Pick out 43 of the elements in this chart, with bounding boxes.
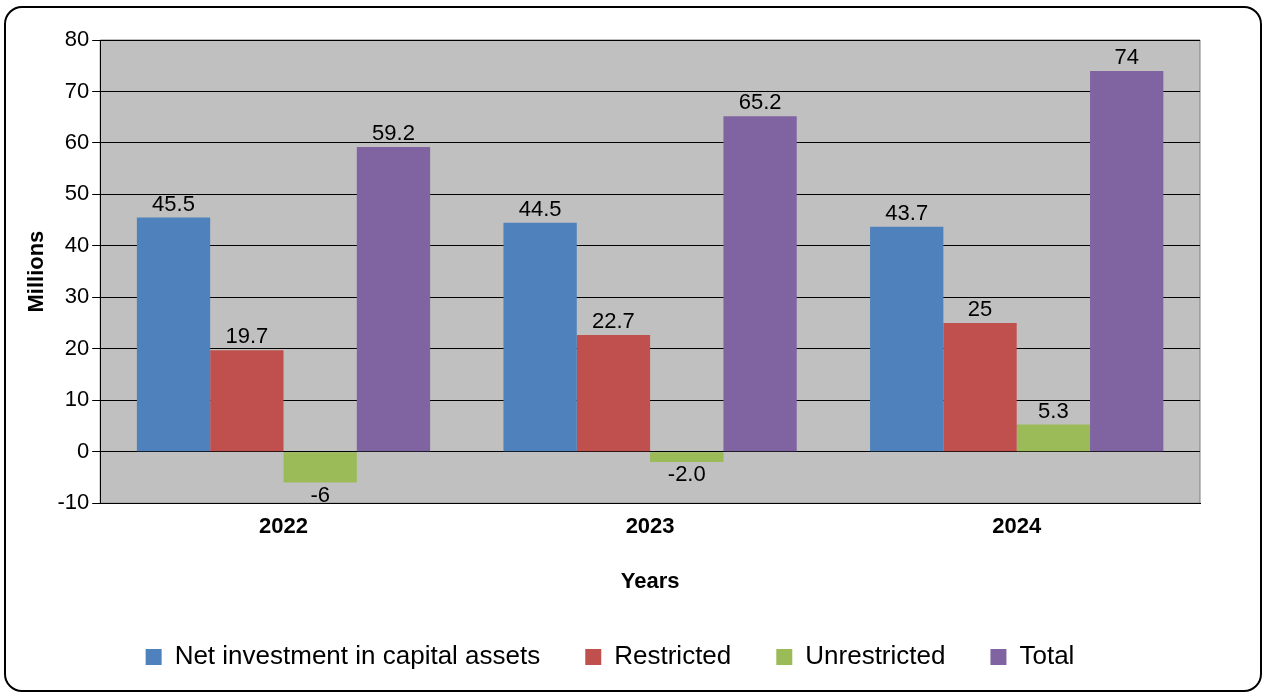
- bar: [576, 334, 651, 452]
- data-label: 43.7: [885, 199, 929, 225]
- y-tick-label: 0: [76, 437, 90, 463]
- y-tick-label: 40: [64, 231, 90, 257]
- bar: [1016, 424, 1091, 452]
- y-tick-label: 30: [64, 283, 90, 309]
- legend-label: Net investment in capital assets: [174, 640, 541, 671]
- y-axis-title: Millions: [23, 230, 49, 313]
- x-axis-title: Years: [620, 567, 680, 593]
- bar: [723, 116, 797, 452]
- x-tick-label: 2023: [625, 513, 675, 539]
- bar: [650, 452, 724, 463]
- bar: [136, 217, 211, 452]
- data-label: -2.0: [667, 461, 706, 487]
- data-label: 5.3: [1038, 397, 1069, 423]
- y-tick-label: 80: [64, 26, 90, 52]
- x-tick-label: 2024: [992, 513, 1042, 539]
- data-label: -6: [310, 481, 330, 507]
- bar: [210, 350, 284, 452]
- data-label: 19.7: [225, 323, 269, 349]
- y-tick-label: 60: [64, 129, 90, 154]
- bar: [503, 222, 577, 452]
- data-label: 45.5: [152, 190, 195, 216]
- y-tick-label: -10: [57, 489, 90, 515]
- bar: [283, 452, 357, 483]
- y-tick-label: 50: [64, 180, 90, 206]
- bar: [870, 226, 944, 452]
- legend-label: Restricted: [614, 640, 732, 671]
- y-tick-label: 70: [64, 77, 90, 103]
- data-label: 22.7: [592, 307, 635, 333]
- data-label: 59.2: [372, 120, 415, 146]
- x-tick-label: 2022: [259, 513, 308, 539]
- bar: [943, 323, 1017, 452]
- data-label: 25: [967, 296, 993, 322]
- legend-label: Total: [1019, 640, 1075, 671]
- data-label: 44.5: [518, 195, 562, 221]
- y-tick-label: 20: [64, 334, 90, 360]
- bar: [1090, 70, 1164, 452]
- data-label: 74: [1114, 43, 1139, 69]
- legend-label: Unrestricted: [805, 640, 946, 671]
- y-tick-label: 10: [64, 386, 90, 412]
- data-label: 65.2: [738, 89, 782, 115]
- bar: [356, 147, 431, 452]
